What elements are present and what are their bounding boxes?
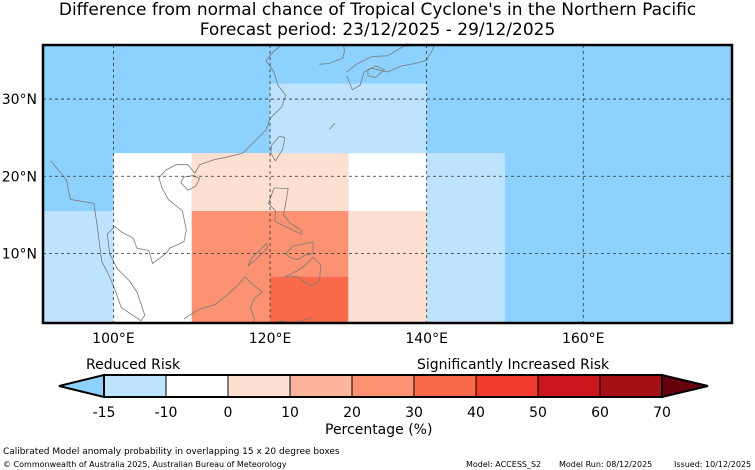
anomaly-box-3: [191, 153, 271, 212]
anomaly-box-1: [43, 211, 114, 323]
legend-xlabel: Percentage (%): [325, 422, 433, 438]
colorbar-tick-label: -10: [155, 405, 178, 421]
anomaly-boxes-layer: [43, 45, 732, 323]
footer-model: Model: ACCESS_S2: [466, 460, 542, 469]
hainan-coast: [180, 175, 201, 191]
colorbar-bin-9: [599, 374, 663, 398]
anomaly-box-6: [270, 211, 349, 277]
chart-title-line1: Difference from normal chance of Tropica…: [58, 0, 697, 20]
lon-tick-label: 160°E: [562, 331, 605, 347]
colorbar-bin-8: [537, 374, 601, 398]
colorbar-tick-label: 30: [405, 405, 423, 421]
mindanao-coast: [285, 256, 322, 287]
anomaly-box-11: [270, 83, 427, 154]
shikoku-coast: [367, 65, 386, 78]
axis-ticks-layer: 100°E 120°E 140°E 160°E 30°N 20°N 10°N: [2, 92, 605, 347]
colorbar-bin-4: [289, 374, 353, 398]
anomaly-box-4: [270, 153, 349, 212]
colorbar-under-extension: [58, 373, 105, 399]
colorbar-bin-1: [103, 374, 167, 398]
colorbar-tick-label: 50: [529, 405, 547, 421]
anomaly-box-7: [270, 276, 349, 323]
footer-model-run: Model Run: 08/12/2025: [559, 460, 653, 469]
lat-tick-label: 20°N: [2, 169, 37, 185]
sulawesi-coast: [273, 318, 311, 323]
taiwan-coast: [270, 135, 286, 162]
anomaly-box-5: [191, 211, 271, 323]
colorbar-tick-label: 10: [281, 405, 299, 421]
colorbar-tick-label: 20: [343, 405, 361, 421]
colorbar-bin-6: [413, 374, 477, 398]
colorbar-over-extension: [661, 373, 709, 399]
lon-tick-label: 100°E: [92, 331, 135, 347]
palawan-coast: [247, 242, 269, 267]
colorbar-tick-label: 60: [591, 405, 609, 421]
lat-tick-label: 30°N: [2, 92, 37, 108]
colorbar-bin-2: [165, 374, 229, 398]
footer-method-note: Calibrated Model anomaly probability in …: [3, 447, 340, 457]
colorbar: -15 -10 0 10 20 30 40 50 60 70: [58, 373, 709, 421]
colorbar-tick-label: 70: [653, 405, 671, 421]
asia-mainland-coast: [50, 45, 287, 322]
colorbar-tick-label: 40: [467, 405, 485, 421]
map-frame: [41, 43, 734, 325]
coastline-layer: [50, 45, 435, 323]
legend-increased-risk-label: Significantly Increased Risk: [417, 357, 610, 373]
borneo-coast: [183, 276, 263, 323]
anomaly-box-8: [348, 153, 427, 212]
lat-tick-label: 10°N: [2, 247, 37, 263]
colorbar-tick-label: 0: [224, 405, 233, 421]
colorbar-bin-5: [351, 374, 415, 398]
lon-tick-label: 120°E: [249, 331, 292, 347]
anomaly-box-9: [348, 211, 427, 323]
ryukyu-islands: [329, 123, 336, 130]
korea-coast: [319, 45, 345, 65]
footer-copyright: © Commonwealth of Australia 2025, Austra…: [3, 460, 287, 469]
colorbar-bin-7: [475, 374, 539, 398]
colorbar-outline: [103, 374, 663, 398]
colorbar-bin-3: [227, 374, 291, 398]
japan-coast: [346, 45, 435, 91]
luzon-coast: [268, 187, 302, 235]
legend-reduced-risk-label: Reduced Risk: [86, 357, 181, 373]
lon-tick-label: 140°E: [405, 331, 448, 347]
chart-title-line2: Forecast period: 23/12/2025 - 29/12/2025: [199, 20, 556, 40]
colorbar-tick-label: -15: [93, 405, 116, 421]
anomaly-box-2: [113, 153, 192, 323]
anomaly-box-10: [426, 153, 505, 323]
gridlines-layer: [43, 45, 732, 323]
footer-issued: Issued: 10/12/2025: [674, 460, 752, 469]
